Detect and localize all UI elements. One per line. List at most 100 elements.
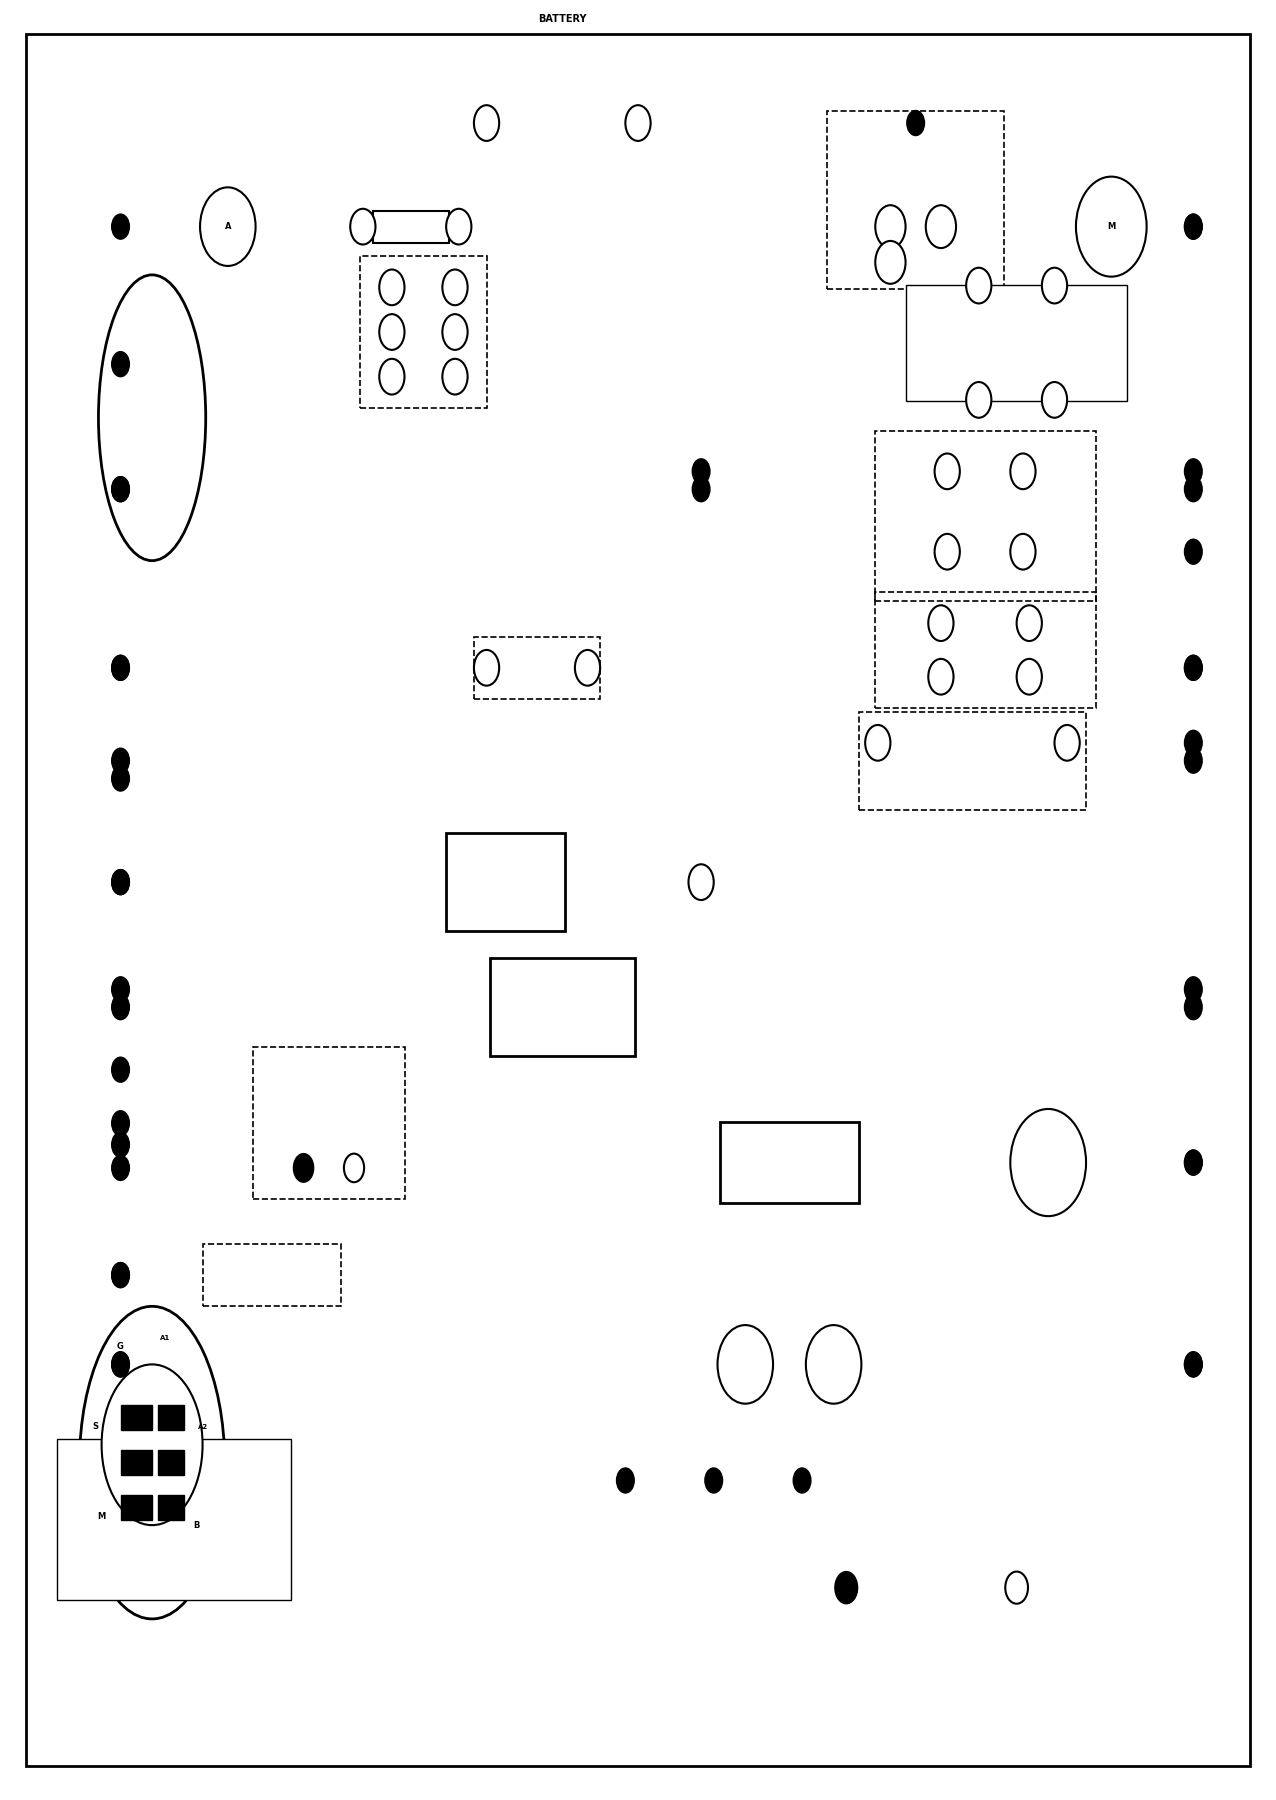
Bar (120, 1451, 152, 1476)
Text: BLACK: BLACK (1031, 1334, 1053, 1341)
Circle shape (1054, 725, 1079, 761)
Circle shape (1184, 731, 1202, 756)
Text: A: A (225, 221, 231, 230)
Circle shape (1184, 977, 1202, 1003)
Circle shape (1042, 382, 1067, 418)
Text: ORANGE: ORANGE (453, 1246, 482, 1251)
Text: FUEL
LINE: FUEL LINE (322, 1109, 336, 1120)
Circle shape (112, 749, 129, 774)
Circle shape (112, 869, 129, 895)
Text: (IF SO EQUIPPED): (IF SO EQUIPPED) (299, 1231, 359, 1238)
Text: OFF: OFF (82, 1485, 96, 1490)
Circle shape (717, 1325, 773, 1404)
Text: SPARK PLUGS
GAP
(2 PLUGS
ON TWIN CYL. ENGINES): SPARK PLUGS GAP (2 PLUGS ON TWIN CYL. EN… (748, 828, 832, 857)
Circle shape (1184, 214, 1202, 239)
Text: BLUE: BLUE (250, 1031, 268, 1037)
Circle shape (693, 477, 709, 502)
Text: STARTER: STARTER (1094, 317, 1129, 326)
Text: WHITE: WHITE (279, 259, 302, 266)
Text: .de: .de (1206, 1737, 1228, 1750)
Text: REVERSE SWITCH: REVERSE SWITCH (507, 608, 568, 616)
Circle shape (379, 358, 404, 394)
Circle shape (112, 869, 129, 895)
Circle shape (345, 1154, 364, 1183)
Circle shape (200, 187, 255, 266)
Circle shape (928, 605, 953, 641)
Circle shape (1184, 540, 1202, 563)
Text: IGNITION SWITCH: IGNITION SWITCH (103, 1663, 200, 1672)
Text: B+A1: B+A1 (157, 1550, 177, 1555)
Bar (57, 1440, 291, 1600)
Circle shape (966, 268, 991, 304)
Circle shape (1184, 477, 1202, 502)
Text: A2: A2 (198, 1424, 208, 1429)
Text: YELLOW: YELLOW (914, 1141, 943, 1148)
Text: GRAY: GRAY (919, 425, 938, 432)
Text: IGNITION
UNIT: IGNITION UNIT (484, 873, 527, 891)
Circle shape (1076, 176, 1147, 277)
Bar (445, 833, 565, 931)
Circle shape (693, 459, 709, 484)
Text: BLACK: BLACK (1119, 1139, 1142, 1145)
Text: ELECTRIC CLUTCH: ELECTRIC CLUTCH (942, 688, 1004, 693)
Text: BLACK: BLACK (438, 470, 459, 475)
Text: motor: motor (1127, 1737, 1168, 1750)
Circle shape (616, 1469, 634, 1492)
Bar (906, 284, 1127, 401)
Bar (253, 1048, 404, 1199)
Text: BLACK: BLACK (1099, 740, 1122, 745)
Text: M+G+A1: M+G+A1 (151, 1485, 184, 1490)
Text: SOLENOID: SOLENOID (893, 76, 938, 85)
Text: BLUE: BLUE (301, 983, 319, 988)
Circle shape (934, 454, 960, 490)
Bar (158, 1494, 184, 1519)
Circle shape (689, 864, 713, 900)
Circle shape (1184, 995, 1202, 1019)
Circle shape (1011, 1109, 1086, 1217)
Bar (874, 432, 1096, 601)
Circle shape (794, 1469, 812, 1492)
Text: NOT IN REVERSE: NOT IN REVERSE (625, 646, 684, 653)
Circle shape (966, 382, 991, 418)
Circle shape (1011, 535, 1036, 569)
Circle shape (112, 1156, 129, 1181)
Circle shape (112, 214, 129, 239)
Text: B: B (193, 1521, 199, 1530)
Text: +: + (545, 36, 555, 49)
Text: RUN/OVERRIDE: RUN/OVERRIDE (63, 1517, 116, 1523)
Text: A2: A2 (160, 504, 170, 509)
Text: FUSE: FUSE (401, 281, 421, 290)
Circle shape (1184, 655, 1202, 680)
Bar (158, 1406, 184, 1431)
Circle shape (1184, 1150, 1202, 1175)
Circle shape (1011, 454, 1036, 490)
Circle shape (926, 205, 956, 248)
Text: M: M (97, 1512, 106, 1521)
Text: SHORTING CONNECTOR: SHORTING CONNECTOR (944, 722, 1026, 729)
Polygon shape (979, 770, 1017, 796)
Circle shape (835, 1571, 857, 1604)
Ellipse shape (79, 1307, 225, 1618)
Bar (120, 1406, 152, 1431)
Text: NON-REMOVABLE
CONNECTIONS: NON-REMOVABLE CONNECTIONS (815, 1624, 877, 1636)
Text: B + S + A1: B + S + A1 (148, 1580, 186, 1588)
Text: RED: RED (214, 1183, 228, 1188)
Bar (874, 592, 1096, 707)
Circle shape (875, 241, 906, 284)
Text: HOUR
METER
(OPTIONAL): HOUR METER (OPTIONAL) (542, 997, 583, 1017)
Bar (120, 1494, 152, 1519)
Text: SEAT SWITCH
(NOT OCCUPIED): SEAT SWITCH (NOT OCCUPIED) (956, 400, 1014, 414)
Circle shape (1184, 655, 1202, 680)
Text: 28 VOLTS AC @ 3600 RPM
(REGULATOR DISCONNECTED): 28 VOLTS AC @ 3600 RPM (REGULATOR DISCON… (1000, 1053, 1083, 1064)
Text: BLACK/WHITE: BLACK/WHITE (324, 869, 371, 877)
Text: A1: A1 (160, 1334, 170, 1341)
Text: RED: RED (600, 207, 614, 212)
Text: L+A2: L+A2 (244, 1550, 263, 1555)
Circle shape (1184, 749, 1202, 774)
Text: −: − (587, 43, 601, 61)
Text: BLACK: BLACK (1118, 468, 1141, 475)
Circle shape (1184, 1352, 1202, 1377)
Text: uf: uf (1168, 1737, 1183, 1750)
Ellipse shape (102, 1364, 203, 1525)
Text: B: B (126, 333, 133, 342)
